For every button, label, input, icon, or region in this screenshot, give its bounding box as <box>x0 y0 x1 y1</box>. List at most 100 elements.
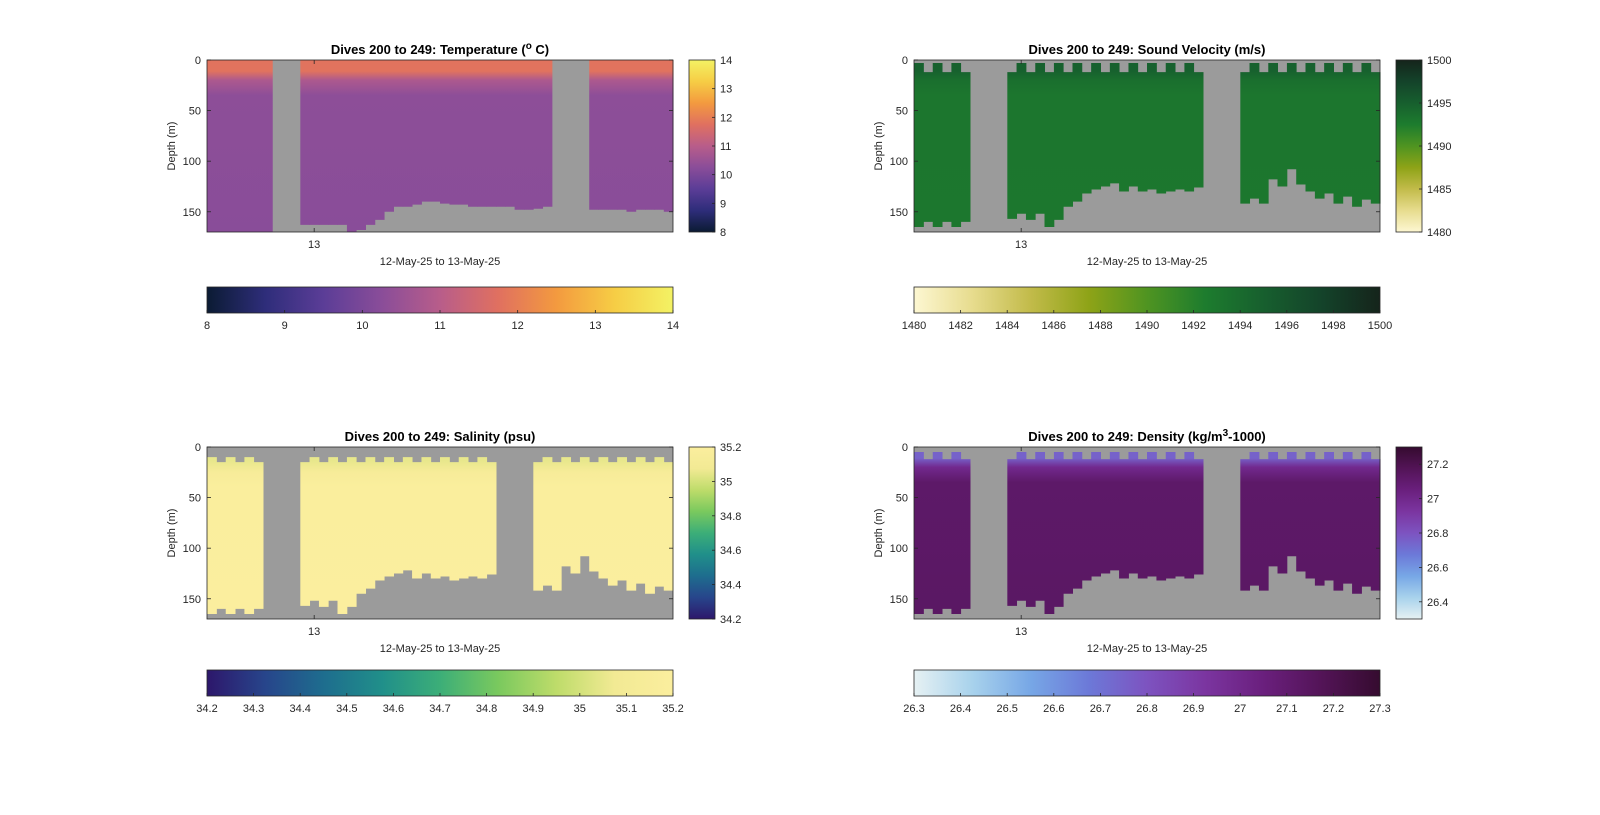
salinity-bottom-colorbar-label: 35.2 <box>662 703 683 715</box>
temperature-side-colorbar-label: 11 <box>720 141 731 153</box>
temperature-bottom-colorbar-label: 11 <box>434 320 445 332</box>
temperature-dive-column <box>402 60 413 207</box>
sound-velocity-dive-column <box>1091 63 1101 190</box>
temperature-bottom-colorbar-label: 8 <box>204 320 210 332</box>
density-dive-column <box>1305 452 1316 579</box>
density-bottom-colorbar-label: 27.1 <box>1276 703 1297 715</box>
temperature-dive-column <box>393 60 404 207</box>
salinity-dive-column <box>607 462 618 586</box>
density-dive-column <box>941 459 952 609</box>
temperature-axes-box <box>206 59 674 233</box>
temperature-dive-column <box>514 60 525 210</box>
sound-velocity-dive-column <box>1007 72 1018 219</box>
salinity-dive-column <box>626 462 637 591</box>
sound-velocity-bottom-colorbar <box>913 286 1381 314</box>
temperature-dive-column <box>346 60 357 232</box>
sound-velocity-ytick-label: 50 <box>896 106 908 118</box>
salinity-bottom-colorbar-label: 34.2 <box>196 703 217 715</box>
sound-velocity-bottom-colorbar-label: 1496 <box>1275 320 1299 332</box>
sound-velocity-bottom-colorbar-label: 1492 <box>1181 320 1205 332</box>
density-title: Dives 200 to 249: Density (kg/m3-1000) <box>1028 428 1266 444</box>
sound-velocity-bottom-colorbar-label: 1484 <box>995 320 1019 332</box>
temperature-dive-column <box>253 60 264 232</box>
salinity-dive-column <box>374 462 385 581</box>
temperature-side-colorbar-label: 14 <box>720 55 732 67</box>
salinity-dive-column <box>421 457 432 574</box>
density-bottom-colorbar-label: 26.3 <box>903 703 924 715</box>
salinity-dive-column <box>542 457 553 586</box>
temperature-dive-column <box>328 60 339 225</box>
temperature-side-colorbar-label: 13 <box>720 84 732 96</box>
temperature-dive-column <box>467 60 478 207</box>
temperature-dive-column <box>374 60 385 220</box>
salinity-dive-column <box>551 462 562 591</box>
density-bottom-colorbar-label: 26.4 <box>950 703 971 715</box>
sound-velocity-side-colorbar-label: 1490 <box>1427 141 1451 153</box>
salinity-dive-column <box>384 457 394 577</box>
sound-velocity-bottom-colorbar-label: 1490 <box>1135 320 1159 332</box>
temperature-bottom-colorbar-label: 13 <box>589 320 601 332</box>
density-side-colorbar-label: 27.2 <box>1427 459 1448 471</box>
sound-velocity-bottom-colorbar-label: 1500 <box>1368 320 1392 332</box>
density-dive-column <box>1147 452 1157 577</box>
density-dive-column <box>1361 452 1372 587</box>
salinity-dive-column <box>318 462 329 607</box>
temperature-dive-column <box>234 60 245 232</box>
salinity-bottom-colorbar-label: 35.1 <box>616 703 637 715</box>
salinity-dive-column <box>328 457 339 601</box>
density-dive-column <box>1044 459 1055 614</box>
temperature-dive-column <box>533 60 544 209</box>
salinity-bottom-colorbar-label: 34.4 <box>289 703 310 715</box>
salinity-dive-column <box>533 462 544 591</box>
salinity-side-colorbar-label: 35 <box>720 476 732 488</box>
salinity-dive-column <box>645 462 655 594</box>
temperature-dive-column <box>589 60 600 210</box>
temperature-dive-column <box>523 60 534 210</box>
sound-velocity-dive-column <box>923 72 934 222</box>
density-dive-column <box>1324 452 1334 581</box>
density-dive-column <box>1333 459 1344 591</box>
temperature-title: Dives 200 to 249: Temperature (o C) <box>331 41 549 57</box>
salinity-dive-column <box>216 462 227 609</box>
sound-velocity-dive-column <box>1035 63 1046 214</box>
density-dive-column <box>1249 452 1260 586</box>
salinity-xlabel: 12-May-25 to 13-May-25 <box>380 643 500 655</box>
salinity-dive-column <box>561 457 572 567</box>
sound-velocity-dive-column <box>941 72 952 222</box>
sound-velocity-dive-column <box>1137 72 1148 192</box>
sound-velocity-bottom-colorbar-label: 1486 <box>1042 320 1066 332</box>
sound-velocity-ytick-label: 0 <box>902 55 908 67</box>
sound-velocity-dive-column <box>1081 72 1092 194</box>
density-side-colorbar-label: 27 <box>1427 494 1439 506</box>
density-dive-column <box>1286 452 1297 557</box>
temperature-dive-column <box>356 60 367 230</box>
density-ytick-label: 0 <box>902 442 908 454</box>
sound-velocity-side-colorbar-label: 1480 <box>1427 227 1451 239</box>
temperature-dive-column <box>430 60 441 202</box>
salinity-dive-column <box>635 457 646 584</box>
density-dive-column <box>1258 459 1269 591</box>
sound-velocity-dive-column <box>1072 63 1083 202</box>
sound-velocity-dive-column <box>951 63 962 227</box>
salinity-dive-column <box>440 457 450 577</box>
temperature-dive-column <box>337 60 348 225</box>
sound-velocity-bottom-colorbar-label: 1482 <box>948 320 972 332</box>
salinity-axes-box <box>206 446 674 620</box>
sound-velocity-dive-column <box>1109 63 1120 184</box>
salinity-dive-column <box>486 462 497 575</box>
salinity-dive-column <box>617 457 627 581</box>
temperature-dive-column <box>421 60 432 202</box>
density-dive-column <box>1016 452 1027 601</box>
salinity-dive-column <box>458 457 469 579</box>
temperature-dive-column <box>645 60 655 210</box>
density-xlabel: 12-May-25 to 13-May-25 <box>1087 643 1207 655</box>
sound-velocity-dive-column <box>1268 63 1279 180</box>
density-dive-column <box>1091 452 1101 577</box>
sound-velocity-dive-column <box>1165 63 1176 192</box>
temperature-dive-column <box>598 60 609 210</box>
sound-velocity-dive-column <box>1174 72 1185 190</box>
temperature-dive-column <box>309 60 320 225</box>
sound-velocity-side-colorbar-label: 1500 <box>1427 55 1451 67</box>
salinity-dive-column <box>654 457 665 587</box>
sound-velocity-dive-column <box>1370 72 1381 204</box>
